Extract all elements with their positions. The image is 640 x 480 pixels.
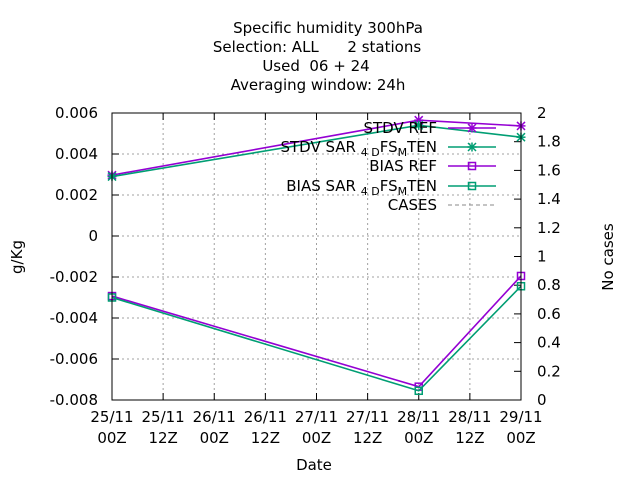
data-point xyxy=(467,161,477,171)
legend-label: STDV SAR 4 DFSMTEN xyxy=(281,138,438,159)
x-tick-label-date: 27/11 xyxy=(346,408,389,426)
x-tick-label-hour: 00Z xyxy=(404,429,433,447)
x-tick-label-hour: 00Z xyxy=(506,429,535,447)
y2-tick-label: 1.4 xyxy=(537,190,561,208)
x-tick-label-date: 26/11 xyxy=(244,408,287,426)
chart-title-line-3: Used 06 + 24 xyxy=(262,57,369,75)
x-tick-label-hour: 12Z xyxy=(353,429,382,447)
y-axis-label: g/Kg xyxy=(8,240,26,274)
y-tick-label: -0.008 xyxy=(50,391,98,409)
y-tick-label: 0 xyxy=(88,227,98,245)
x-tick-label-date: 28/11 xyxy=(397,408,440,426)
x-tick-label-date: 29/11 xyxy=(499,408,542,426)
y-axis: 0.006 0.004 0.002 0 -0.002 -0.004 -0.006 -0.008 xyxy=(50,104,119,409)
chart-title-line-4: Averaging window: 24h xyxy=(231,76,406,94)
series-line xyxy=(111,285,522,392)
chart-title: Specific humidity 300hPa Selection: ALL … xyxy=(213,19,423,94)
y2-tick-label: 0.6 xyxy=(537,305,561,323)
grid xyxy=(112,113,521,400)
x-tick-label-hour: 00Z xyxy=(97,429,126,447)
y2-axis: 2 1.8 1.6 1.4 1.2 1 0.8 0.6 0.4 0.2 0 xyxy=(514,104,561,409)
y2-tick-label: 0 xyxy=(537,391,547,409)
y-tick-label: 0.004 xyxy=(55,145,98,163)
legend-label: STDV REF xyxy=(363,119,437,137)
x-tick-label-date: 25/11 xyxy=(90,408,133,426)
data-point xyxy=(467,123,477,133)
data-point xyxy=(414,120,424,130)
y2-tick-label: 1 xyxy=(537,248,547,266)
legend-label: BIAS SAR 4 DFSMTEN xyxy=(286,177,437,198)
y2-tick-label: 2 xyxy=(537,104,547,122)
y2-axis-label: No cases xyxy=(599,223,617,291)
y-tick-label: -0.004 xyxy=(50,309,98,327)
y-tick-label: 0.002 xyxy=(55,186,98,204)
legend-label: BIAS REF xyxy=(369,157,437,175)
legend-label: CASES xyxy=(388,196,437,214)
chart-title-line-1: Specific humidity 300hPa xyxy=(233,19,423,37)
x-tick-label-date: 27/11 xyxy=(295,408,338,426)
x-axis-label: Date xyxy=(296,456,332,474)
data-point xyxy=(467,142,477,152)
y2-tick-label: 1.2 xyxy=(537,219,561,237)
data-point xyxy=(414,386,423,396)
plot-frame xyxy=(111,112,522,401)
x-tick-label-hour: 12Z xyxy=(251,429,280,447)
y-tick-label: -0.002 xyxy=(50,268,98,286)
series-bias-ref xyxy=(107,271,526,391)
y-tick-label: -0.006 xyxy=(50,350,98,368)
series-line xyxy=(111,275,522,388)
data-point xyxy=(467,181,477,191)
x-tick-label-hour: 12Z xyxy=(148,429,177,447)
chart-title-line-2: Selection: ALL 2 stations xyxy=(213,38,421,56)
x-tick-label-hour: 00Z xyxy=(302,429,331,447)
y2-tick-label: 0.8 xyxy=(537,276,561,294)
x-tick-label-hour: 00Z xyxy=(200,429,229,447)
x-tick-label-date: 28/11 xyxy=(448,408,491,426)
x-axis: 25/11 00Z 25/11 12Z 26/11 00Z 26/11 12Z 27/11 00Z… xyxy=(90,113,543,447)
x-tick-label-hour: 12Z xyxy=(455,429,484,447)
y2-tick-label: 0.2 xyxy=(537,362,561,380)
y2-tick-label: 1.6 xyxy=(537,161,561,179)
y2-tick-label: 0.4 xyxy=(537,334,561,352)
y-tick-label: 0.006 xyxy=(55,104,98,122)
x-tick-label-date: 26/11 xyxy=(193,408,236,426)
y2-tick-label: 1.8 xyxy=(537,133,561,151)
x-tick-label-date: 25/11 xyxy=(142,408,185,426)
